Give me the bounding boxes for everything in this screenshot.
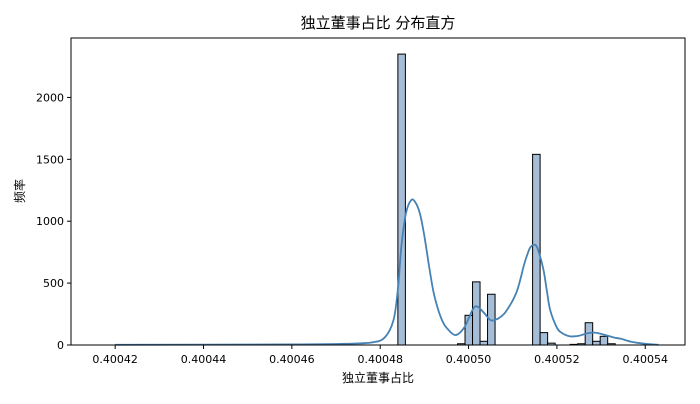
x-tick-label: 0.40050 — [446, 353, 492, 366]
x-tick-label: 0.40054 — [622, 353, 668, 366]
histogram-bar — [599, 335, 609, 346]
chart-title: 独立董事占比 分布直方 — [301, 14, 456, 32]
histogram-bar — [592, 340, 601, 346]
histogram-bar — [397, 53, 406, 346]
x-axis: 0.40042 0.40044 0.40046 0.40048 0.40050 0.400… — [92, 345, 668, 366]
y-tick-label: 1500 — [36, 153, 64, 166]
y-tick-label: 1000 — [36, 215, 64, 228]
x-tick-label: 0.40052 — [534, 353, 580, 366]
x-tick-label: 0.40042 — [92, 353, 138, 366]
y-tick-label: 500 — [43, 277, 64, 290]
histogram-bar — [539, 332, 549, 346]
histogram-bar — [472, 281, 481, 346]
plot-frame — [70, 37, 686, 346]
x-tick-label: 0.40048 — [357, 353, 403, 366]
y-tick-label: 2000 — [36, 91, 64, 104]
x-tick-label: 0.40044 — [181, 353, 227, 366]
y-tick-label: 0 — [57, 339, 64, 352]
y-axis: 0 500 1000 1500 2000 — [36, 91, 71, 352]
kde-curve — [115, 198, 659, 346]
histogram-bar — [479, 340, 489, 346]
x-axis-label: 独立董事占比 — [342, 370, 414, 385]
kde-layer — [115, 198, 659, 346]
x-tick-label: 0.40046 — [269, 353, 315, 366]
y-axis-label: 频率 — [12, 179, 27, 203]
bars-layer — [397, 53, 616, 346]
